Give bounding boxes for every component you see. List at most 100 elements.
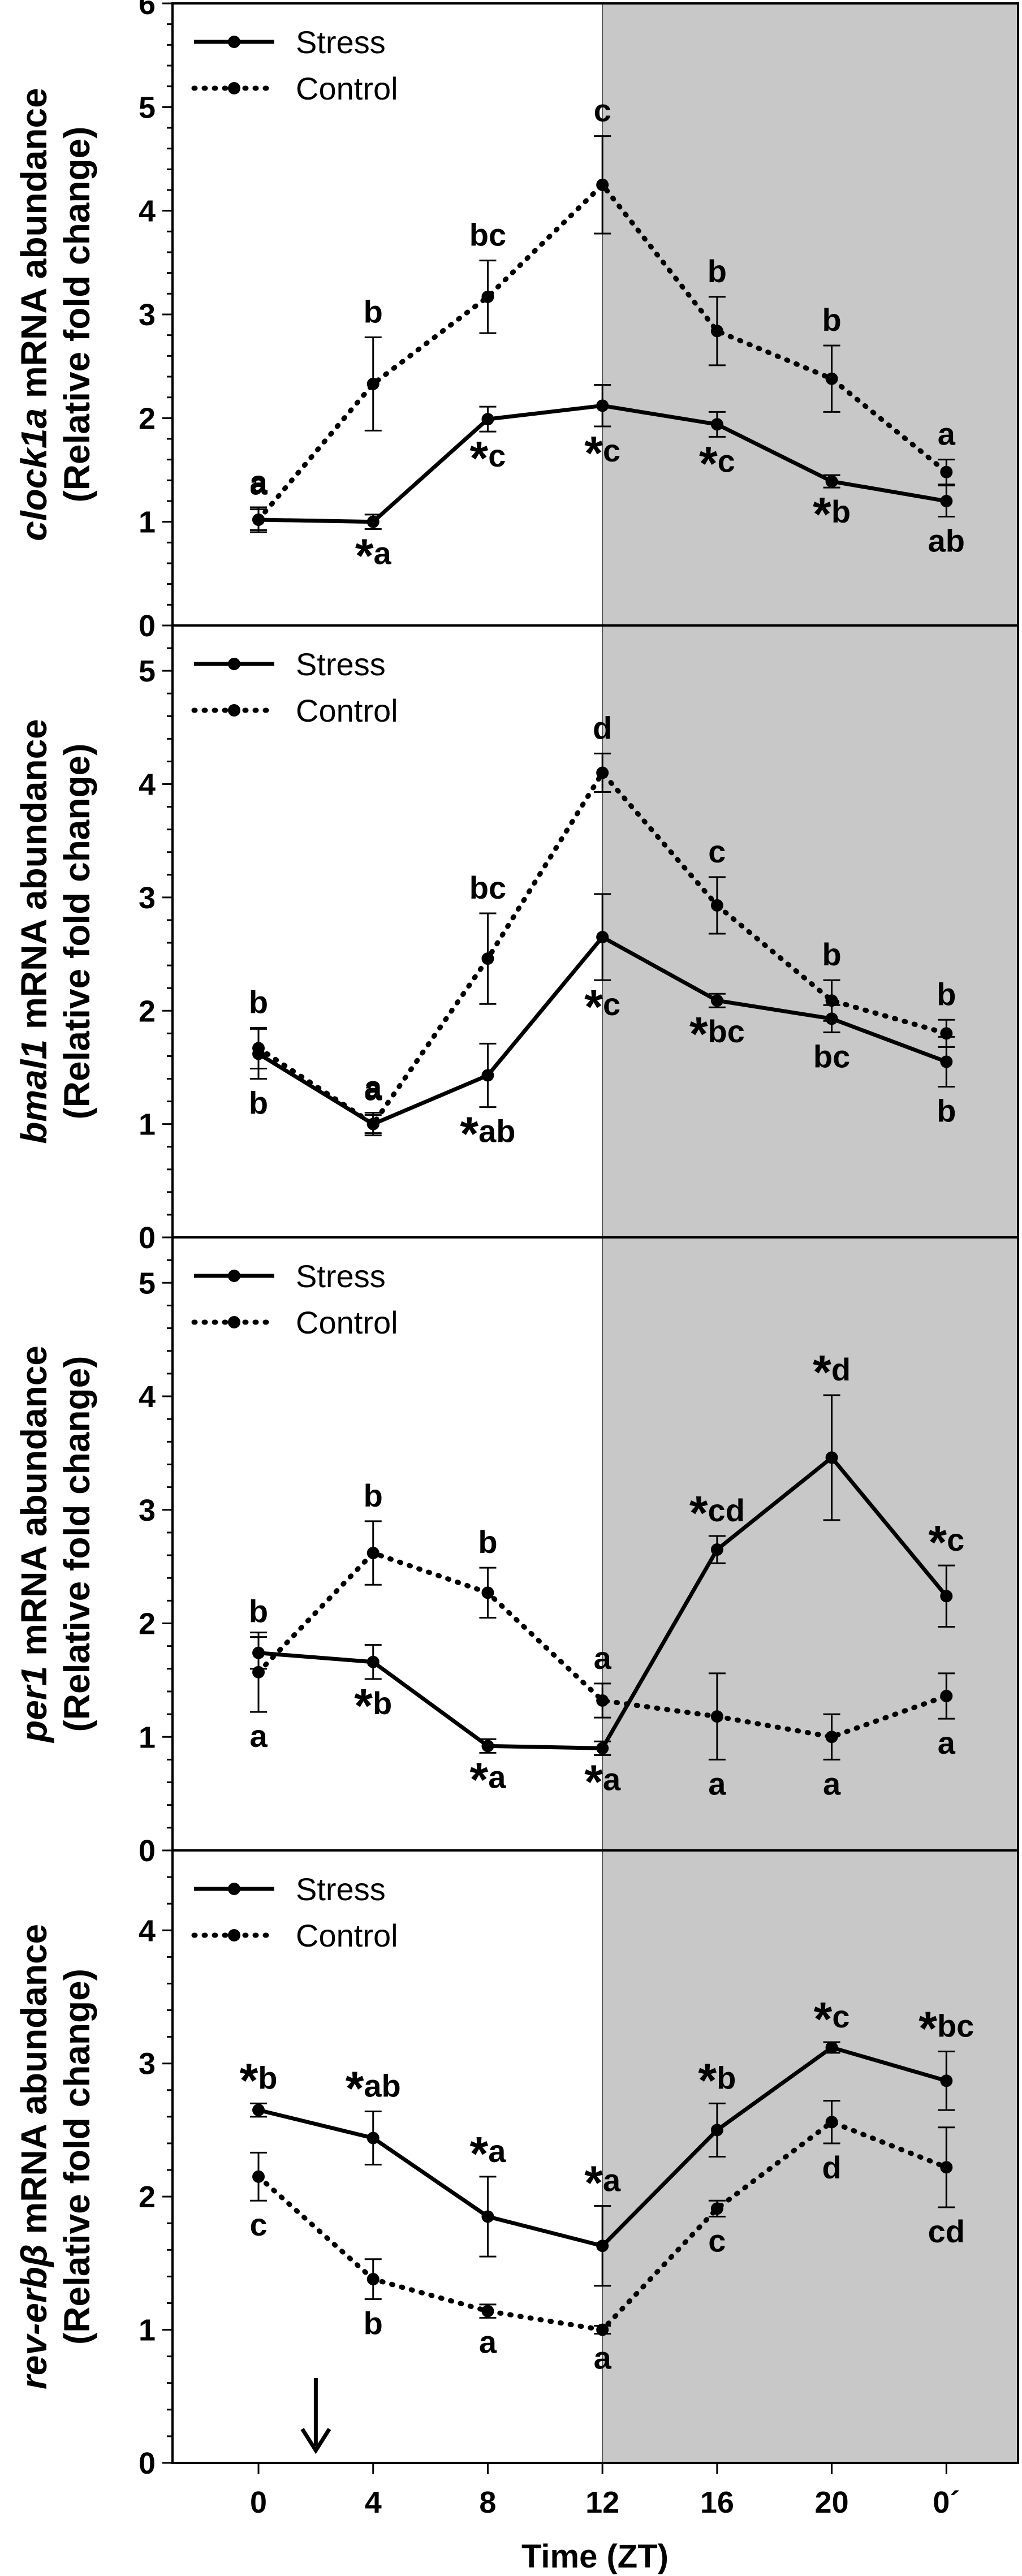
- significance-asterisk: *: [584, 1755, 603, 1808]
- y-tick-label: 2: [139, 1607, 156, 1641]
- y-tick-label: 6: [139, 0, 156, 21]
- significance-label: d: [822, 2150, 841, 2185]
- y-axis-label-line2: (Relative fold change): [57, 1969, 97, 2345]
- gene-name: rev-erbβ: [14, 2244, 54, 2389]
- data-point-control: [710, 2202, 723, 2215]
- significance-letter: bc: [937, 2008, 974, 2044]
- y-axis-label-line2: (Relative fold change): [57, 127, 97, 503]
- significance-label: c: [708, 834, 726, 869]
- y-tick-label: 3: [139, 1494, 156, 1528]
- data-point-stress: [596, 399, 609, 412]
- y-axis-label: per1 mRNA abundance: [14, 1345, 54, 1744]
- significance-letter: a: [488, 2133, 506, 2169]
- data-point-stress: [710, 994, 723, 1007]
- significance-label: c: [708, 2223, 726, 2258]
- panel-rev-erbβ: 0 1 2 3 4 rev-erbβ mRNA abundance (Relative fo…: [14, 1849, 1019, 2480]
- significance-asterisk: *: [584, 426, 603, 480]
- data-point-control: [940, 2161, 953, 2174]
- gene-name: bmal1: [14, 1039, 54, 1144]
- significance-label: *a: [584, 2156, 621, 2210]
- x-tick-label: 20: [815, 2486, 849, 2519]
- significance-label: bc: [469, 217, 506, 253]
- data-point-control: [481, 2305, 494, 2318]
- significance-label: *a: [470, 1753, 507, 1806]
- data-point-control: [252, 1042, 265, 1055]
- significance-label: a: [938, 416, 956, 452]
- significance-asterisk: *: [346, 2061, 364, 2115]
- significance-label: *c: [699, 437, 735, 490]
- data-point-stress: [481, 1740, 494, 1753]
- significance-label: c: [594, 93, 611, 128]
- significance-label: c: [249, 2207, 267, 2242]
- y-tick-label: 3: [139, 881, 156, 915]
- significance-letter: ab: [478, 1114, 515, 1149]
- y-axis-label-suffix: mRNA abundance: [14, 719, 54, 1039]
- legend-marker-control: [228, 1929, 240, 1941]
- y-tick-label: 1: [139, 1720, 156, 1754]
- significance-asterisk: *: [814, 1992, 833, 2046]
- significance-letter: c: [947, 1522, 964, 1557]
- legend-marker-control: [228, 704, 240, 717]
- y-tick-label: 0: [139, 1221, 156, 1255]
- data-point-stress: [710, 418, 723, 431]
- significance-label: *b: [240, 2053, 278, 2107]
- significance-asterisk: *: [584, 2156, 603, 2210]
- significance-letter: cd: [708, 1492, 745, 1528]
- legend-label-control: Control: [296, 71, 398, 106]
- panel-per1: 0 1 2 3 4 5 per1 mRNA abundance (Relative fold …: [14, 1236, 1019, 1868]
- y-axis-label-line2: (Relative fold change): [57, 1356, 97, 1732]
- y-tick-label: 1: [139, 506, 156, 540]
- panel-bmal1: 0 1 2 3 4 5 bmal1 mRNA abundance (Relative fold…: [14, 624, 1019, 1255]
- data-point-control: [940, 465, 953, 478]
- significance-label: *ab: [460, 1107, 515, 1160]
- y-axis-label-suffix: mRNA abundance: [14, 88, 54, 408]
- significance-asterisk: *: [470, 432, 489, 485]
- significance-label: ab: [928, 523, 965, 559]
- significance-label: *bc: [689, 1007, 745, 1060]
- significance-label: b: [249, 1085, 268, 1120]
- legend-label-stress: Stress: [296, 646, 386, 682]
- significance-label: *bc: [918, 2002, 974, 2055]
- data-point-control: [366, 377, 380, 390]
- y-tick-label: 5: [139, 1266, 156, 1300]
- significance-label: *d: [813, 1345, 851, 1399]
- significance-label: *c: [470, 432, 506, 485]
- legend-label-stress: Stress: [296, 24, 386, 60]
- significance-label: *b: [698, 2053, 736, 2107]
- significance-label: *a: [355, 529, 392, 582]
- legend-marker-stress: [228, 658, 240, 670]
- data-point-control: [825, 372, 838, 385]
- significance-letter: b: [373, 1685, 392, 1721]
- significance-asterisk: *: [699, 437, 718, 490]
- dark-phase-shade: [602, 625, 1018, 1237]
- x-tick-label: 12: [585, 2486, 619, 2519]
- y-tick-label: 1: [139, 1108, 156, 1142]
- significance-label: b: [822, 302, 841, 338]
- significance-label: a: [938, 1725, 956, 1761]
- y-tick-label: 1: [139, 2314, 156, 2348]
- y-axis-label: bmal1 mRNA abundance: [14, 719, 54, 1144]
- data-point-control: [366, 2273, 380, 2286]
- significance-asterisk: *: [698, 2053, 717, 2107]
- data-point-stress: [710, 1543, 723, 1556]
- data-point-stress: [940, 2074, 953, 2087]
- significance-letter: c: [718, 443, 735, 478]
- y-axis-label: rev-erbβ mRNA abundance: [14, 1924, 54, 2389]
- data-point-stress: [481, 1069, 494, 1082]
- y-tick-label: 0: [139, 609, 156, 643]
- gene-name: clock1a: [14, 408, 54, 541]
- significance-label: a: [364, 1069, 382, 1105]
- data-point-control: [596, 766, 609, 779]
- y-tick-label: 5: [139, 90, 156, 124]
- data-point-stress: [940, 1055, 953, 1068]
- significance-label: a: [364, 1072, 382, 1107]
- data-point-control: [710, 899, 723, 912]
- significance-label: b: [937, 976, 956, 1012]
- data-point-stress: [825, 2041, 838, 2054]
- data-point-stress: [825, 475, 838, 488]
- significance-label: *a: [584, 1755, 621, 1808]
- significance-label: b: [249, 1594, 268, 1629]
- data-point-control: [825, 994, 838, 1007]
- y-axis-label-line2: (Relative fold change): [57, 744, 97, 1120]
- data-point-stress: [940, 495, 953, 507]
